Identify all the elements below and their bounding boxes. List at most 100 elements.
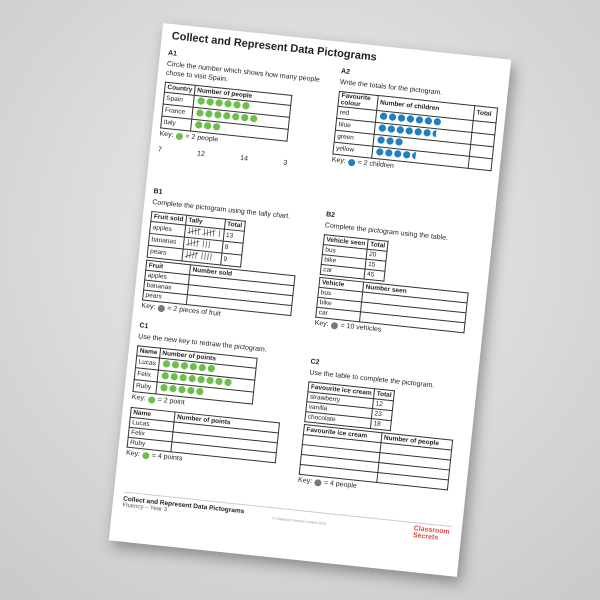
- icon: [387, 125, 395, 133]
- tally-cross: [186, 228, 201, 233]
- icon: [169, 384, 177, 392]
- row: Lucas: [135, 355, 256, 380]
- icon: [187, 386, 195, 394]
- tally-stroke: [208, 240, 210, 248]
- row: apples 13: [149, 221, 245, 243]
- tally-stroke: [188, 226, 190, 234]
- option[interactable]: 14: [239, 154, 249, 163]
- icon-cell: [192, 94, 291, 117]
- worksheet: Collect and Represent Data Pictograms Co…: [108, 23, 512, 577]
- section: C2 Use the table to complete the pictogra…: [297, 358, 470, 506]
- row: green: [334, 129, 494, 159]
- icon-cell: [371, 145, 470, 169]
- icon-cell: [155, 381, 254, 404]
- key: Key: = 4 points: [126, 449, 286, 474]
- key-prefix: Key:: [125, 449, 141, 459]
- logo: Classroom Secrets: [412, 525, 451, 542]
- row: bananas 8: [148, 233, 243, 255]
- icon: [196, 108, 204, 117]
- cell: 45: [364, 268, 386, 281]
- half-icon: [432, 129, 437, 138]
- icon: [415, 116, 424, 124]
- icon: [214, 110, 222, 118]
- icon: [175, 132, 183, 140]
- pictogram: [161, 371, 232, 386]
- icon: [241, 113, 249, 121]
- table: Favourite colour Number of children Total r…: [332, 91, 498, 171]
- tally-stroke: [209, 253, 212, 261]
- half-icon: [412, 151, 417, 160]
- icon: [215, 98, 223, 107]
- icon: [224, 99, 232, 107]
- cell: 9: [220, 252, 242, 267]
- icon-cell: [158, 357, 256, 380]
- tally-cell: [181, 248, 222, 265]
- tally-stroke: [194, 227, 196, 235]
- table: Name Number of points Lucas Felix Ruby: [132, 345, 257, 404]
- icon: [170, 372, 178, 381]
- section: A2 Write the totals for the pictogram. Fav…: [331, 68, 501, 186]
- key: Key: = 10 vehicles: [314, 319, 474, 344]
- tally-stroke: [205, 240, 207, 248]
- section: B1 Complete the pictogram using the tally…: [140, 188, 312, 332]
- icon: [198, 363, 206, 371]
- icon: [388, 113, 397, 121]
- icon: [212, 122, 221, 130]
- icon: [215, 377, 223, 385]
- tally-stroke: [197, 227, 199, 235]
- icon-cell: [191, 106, 290, 129]
- tally-stroke: [209, 228, 211, 236]
- table: Vehicle seen Total bus 20 bike 15 car 45: [320, 234, 389, 282]
- icon: [386, 137, 394, 145]
- tally-stroke: [189, 250, 191, 258]
- pictogram: [195, 120, 221, 130]
- icon: [188, 374, 196, 382]
- key-text: = 10 vehicles: [340, 322, 382, 334]
- icon: [197, 96, 205, 105]
- key-text: = 2 people: [185, 133, 219, 144]
- icon: [414, 128, 422, 136]
- option[interactable]: 3: [282, 158, 288, 167]
- tally-stroke: [190, 238, 192, 247]
- icon: [424, 117, 432, 125]
- row: Spain: [163, 91, 291, 117]
- icon-cell: [372, 134, 471, 157]
- icon: [395, 138, 403, 146]
- pictogram: [380, 112, 441, 126]
- icon: [348, 158, 356, 166]
- tally-stroke: [193, 239, 195, 247]
- section: B2 Complete the pictogram using the table…: [314, 211, 486, 349]
- key-prefix: Key:: [297, 477, 313, 486]
- section: C1 Use the new key to redraw the pictogra…: [125, 322, 299, 479]
- key-icon: [157, 304, 165, 312]
- tally-stroke: [218, 229, 220, 237]
- icon: [405, 127, 413, 135]
- icon: [394, 150, 402, 158]
- icon: [376, 148, 384, 156]
- row: blue: [335, 118, 495, 147]
- tally: [186, 226, 226, 238]
- option[interactable]: 7: [157, 145, 163, 154]
- key-text: = 2 children: [357, 159, 395, 171]
- option[interactable]: 12: [196, 149, 206, 158]
- key: Key: = 4 people: [298, 477, 458, 502]
- key-icon: [175, 132, 183, 140]
- icon-cell: [375, 110, 474, 133]
- icon: [195, 120, 203, 129]
- tally-stroke: [186, 250, 188, 258]
- tally-cross: [201, 230, 216, 235]
- key-prefix: Key:: [131, 394, 147, 403]
- key-icon: [314, 479, 322, 487]
- cell: Ruby: [132, 379, 157, 394]
- answer-cell: [468, 156, 493, 171]
- tally-stroke: [203, 228, 205, 236]
- icon: [396, 126, 404, 134]
- tally-stroke: [206, 252, 209, 260]
- tally-stroke: [212, 229, 214, 237]
- icon: [223, 111, 231, 119]
- icon: [148, 396, 156, 404]
- table: Favourite ice cream Total strawberry 12 vani…: [304, 381, 395, 431]
- icon: [142, 451, 150, 459]
- icon: [205, 109, 213, 118]
